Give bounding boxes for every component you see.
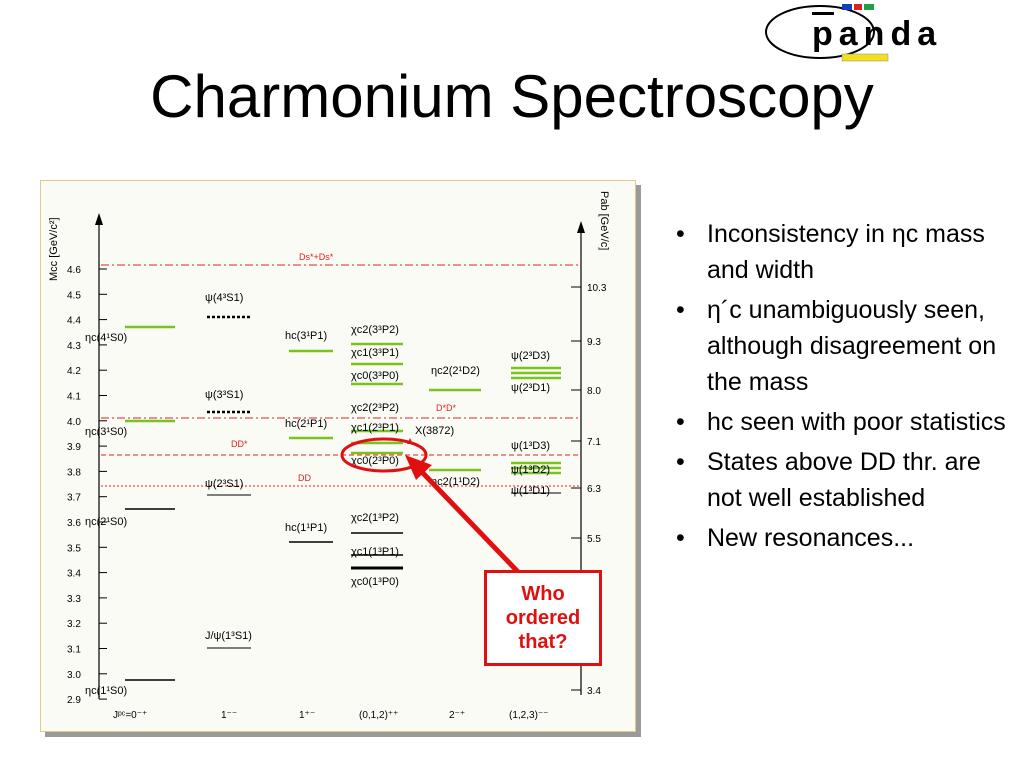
bullet-item: Inconsistency in ηc mass and width [676, 216, 1006, 288]
left-tick-label: 4.6 [67, 265, 81, 276]
state-label: ψ(4³S1) [205, 292, 243, 304]
state-label: ηc(4¹S0) [85, 332, 127, 344]
left-tick-label: 4.1 [67, 392, 81, 403]
state-label: ψ(1³D1) [511, 485, 550, 497]
state-label: ψ(2³D1) [511, 382, 550, 394]
right-axis-arrow [577, 221, 585, 233]
state-label: χc2(3³P2) [351, 324, 399, 336]
left-tick-label: 3.5 [67, 543, 81, 554]
threshold-label: DD* [231, 439, 248, 449]
who-ordered-that-callout: Who ordered that? [484, 570, 602, 666]
level-diagram-svg: Mcc [GeV/c²] Pab [GeV/c] 4.6 4.5 4.4 4.3 4.2 4.… [48, 191, 610, 721]
left-tick-label: 3.6 [67, 518, 81, 529]
left-tick-label: 3.1 [67, 645, 81, 656]
right-tick-label: 8.0 [587, 386, 601, 397]
panda-logo: panda [762, 0, 1024, 64]
right-tick-label: 5.5 [587, 534, 601, 545]
column-label: 1⁺⁻ [299, 710, 315, 721]
slide-title: Charmonium Spectroscopy [150, 63, 874, 130]
left-tick-label: 3.3 [67, 594, 81, 605]
threshold-label: D*D* [436, 403, 457, 413]
left-axis-label: Mcc [GeV/c²] [48, 217, 60, 281]
left-tick-label: 3.9 [67, 442, 81, 453]
right-tick-label: 6.3 [587, 484, 601, 495]
threshold-label: Ds*+Ds* [299, 252, 334, 262]
right-axis-label: Pab [GeV/c] [598, 191, 610, 250]
state-label: ψ(2³S1) [205, 478, 243, 490]
state-label: hc(3¹P1) [285, 330, 327, 342]
left-tick-label: 3.2 [67, 619, 81, 630]
state-label: ηc2(1¹D2) [431, 476, 480, 488]
left-tick-label: 3.7 [67, 493, 81, 504]
left-tick-label: 3.8 [67, 467, 81, 478]
state-label: ηc2(2¹D2) [431, 365, 480, 377]
state-label: ψ(1³D3) [511, 440, 550, 452]
bullet-item: hc seen with poor statistics [676, 404, 1006, 440]
state-label: χc1(2³P1) [351, 422, 399, 434]
left-tick-label: 4.2 [67, 366, 81, 377]
state-label: χc2(1³P2) [351, 512, 399, 524]
state-label: X(3872) [415, 425, 454, 437]
left-axis-arrow [95, 213, 103, 225]
state-label: ψ(2³D3) [511, 350, 550, 362]
left-tick-label: 3.0 [67, 670, 81, 681]
bullet-item: New resonances... [676, 520, 1006, 556]
state-label: χc1(1³P1) [351, 546, 399, 558]
state-label: χc0(2³P0) [351, 455, 399, 467]
left-tick-label: 4.3 [67, 341, 81, 352]
state-label: χc0(3³P0) [351, 370, 399, 382]
state-label: ψ(3³S1) [205, 389, 243, 401]
right-tick-label: 3.4 [587, 686, 601, 697]
left-tick-label: 4.5 [67, 290, 81, 301]
state-label: ηc(2¹S0) [85, 516, 127, 528]
right-tick-label: 7.1 [587, 437, 601, 448]
left-tick-label: 4.4 [67, 316, 81, 327]
column-label: 1⁻⁻ [221, 710, 237, 721]
state-label: hc(1¹P1) [285, 522, 327, 534]
state-label: χc0(1³P0) [351, 576, 399, 588]
column-label: (0,1,2)⁺⁺ [359, 710, 398, 721]
state-label: ψ(1³D2) [511, 464, 550, 476]
right-tick-label: 10.3 [587, 283, 607, 294]
state-label: χc2(2³P2) [351, 402, 399, 414]
left-tick-label: 4.0 [67, 417, 81, 428]
state-label: ηc(3¹S0) [85, 426, 127, 438]
state-label: J/ψ(1³S1) [205, 630, 252, 642]
left-tick-label: 2.9 [67, 695, 81, 706]
state-label: ηc(1¹S0) [85, 685, 127, 697]
column-label: (1,2,3)⁻⁻ [509, 710, 548, 721]
bullet-item: η´c unambiguously seen, although disagre… [676, 292, 1006, 400]
right-tick-label: 9.3 [587, 337, 601, 348]
logo-text: panda [812, 15, 942, 53]
column-label: Jᵖᶜ=0⁻⁺ [113, 710, 147, 721]
state-label: χc1(3³P1) [351, 347, 399, 359]
column-label: 2⁻⁺ [449, 710, 465, 721]
state-label: hc(2¹P1) [285, 418, 327, 430]
bullet-list: Inconsistency in ηc mass and width η´c u… [676, 216, 1006, 560]
threshold-label: DD [298, 473, 311, 483]
bullet-item: States above DD thr. are not well establ… [676, 444, 1006, 516]
x3872-marker [407, 438, 413, 444]
left-tick-label: 3.4 [67, 569, 81, 580]
